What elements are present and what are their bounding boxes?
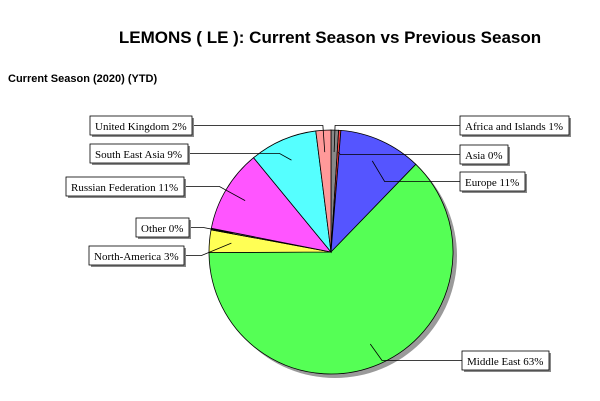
pie-slice-russian-federation — [210, 157, 333, 253]
slice-label: North-America 3% — [94, 251, 179, 263]
slice-label: Other 0% — [141, 223, 183, 235]
pie-slice-middle-east — [208, 163, 454, 375]
slice-label: Africa and Islands 1% — [465, 121, 563, 133]
chart-subtitle: Current Season (2020) (YTD) — [8, 73, 158, 85]
slice-label: Russian Federation 11% — [71, 182, 178, 194]
leader-line — [369, 343, 462, 361]
leader-line — [189, 227, 233, 234]
label-box — [65, 176, 185, 197]
slice-label: Asia 0% — [465, 150, 503, 162]
leader-line — [188, 153, 292, 161]
label-box — [88, 245, 185, 266]
leader-line — [184, 242, 232, 256]
leader-line — [371, 160, 460, 182]
leader-line — [337, 151, 460, 155]
label-box — [135, 217, 190, 238]
slice-label: Middle East 63% — [467, 356, 543, 368]
leader-line — [184, 186, 246, 201]
label-box — [459, 171, 526, 192]
slice-label: Europe 11% — [465, 177, 519, 189]
label-box — [459, 115, 570, 136]
pie-slice-europe — [330, 129, 417, 254]
label-box — [461, 350, 550, 371]
slice-label: United Kingdom 2% — [95, 121, 187, 133]
slice-label: South East Asia 9% — [95, 149, 182, 161]
label-box — [459, 144, 509, 165]
label-box — [89, 143, 189, 164]
chart-title: LEMONS ( LE ): Current Season vs Previou… — [118, 28, 542, 47]
label-box — [89, 115, 193, 136]
leader-line — [192, 125, 326, 153]
leader-line — [333, 125, 460, 153]
